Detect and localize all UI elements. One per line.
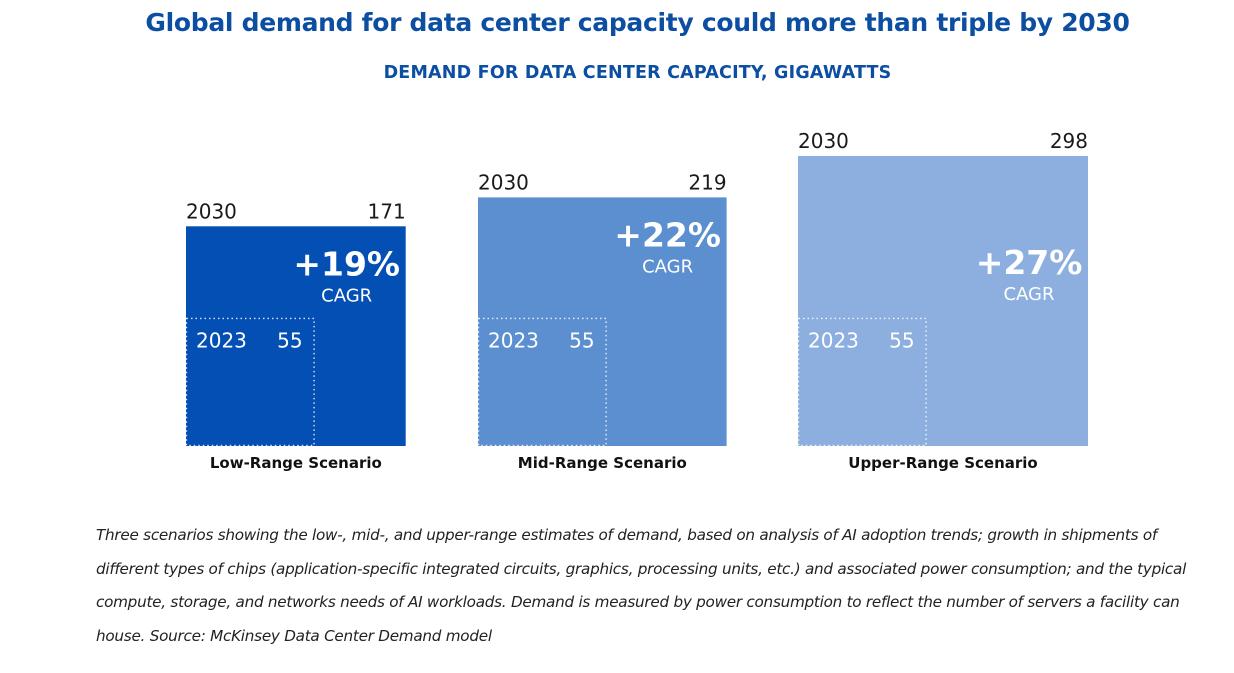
scenario-label: Mid-Range Scenario	[518, 454, 687, 472]
cagr-label: CAGR	[1003, 284, 1054, 305]
year-2023-label: 2023	[488, 328, 539, 352]
year-2030-label: 2030	[186, 199, 237, 223]
cagr-label: CAGR	[321, 285, 372, 306]
cagr-percent: +22%	[614, 215, 721, 254]
baseline-square-2023	[477, 317, 607, 447]
cagr-label: CAGR	[642, 256, 693, 277]
value-2030-label: 298	[1050, 129, 1088, 153]
year-2023-label: 2023	[808, 328, 859, 352]
value-2023-label: 55	[889, 328, 914, 352]
footnote: Three scenarios showing the low-, mid-, …	[96, 526, 1187, 645]
chart-title: Global demand for data center capacity c…	[145, 8, 1130, 37]
cagr-percent: +19%	[293, 244, 400, 283]
baseline-square-2023	[185, 317, 315, 447]
scenario-label: Upper-Range Scenario	[848, 454, 1037, 472]
scenario-label: Low-Range Scenario	[210, 454, 382, 472]
year-2023-label: 2023	[196, 328, 247, 352]
scenario-square-2030	[478, 197, 727, 446]
scenario-square-2030	[186, 226, 406, 446]
year-2030-label: 2030	[478, 170, 529, 194]
value-2023-label: 55	[277, 328, 302, 352]
year-2030-label: 2030	[798, 129, 849, 153]
scenario-square-2030	[798, 155, 1089, 446]
value-2030-label: 171	[368, 199, 406, 223]
cagr-percent: +27%	[976, 243, 1083, 282]
chart-subtitle: DEMAND FOR DATA CENTER CAPACITY, GIGAWAT…	[383, 63, 892, 83]
value-2023-label: 55	[569, 328, 594, 352]
baseline-square-2023	[797, 317, 927, 447]
value-2030-label: 219	[688, 170, 726, 194]
